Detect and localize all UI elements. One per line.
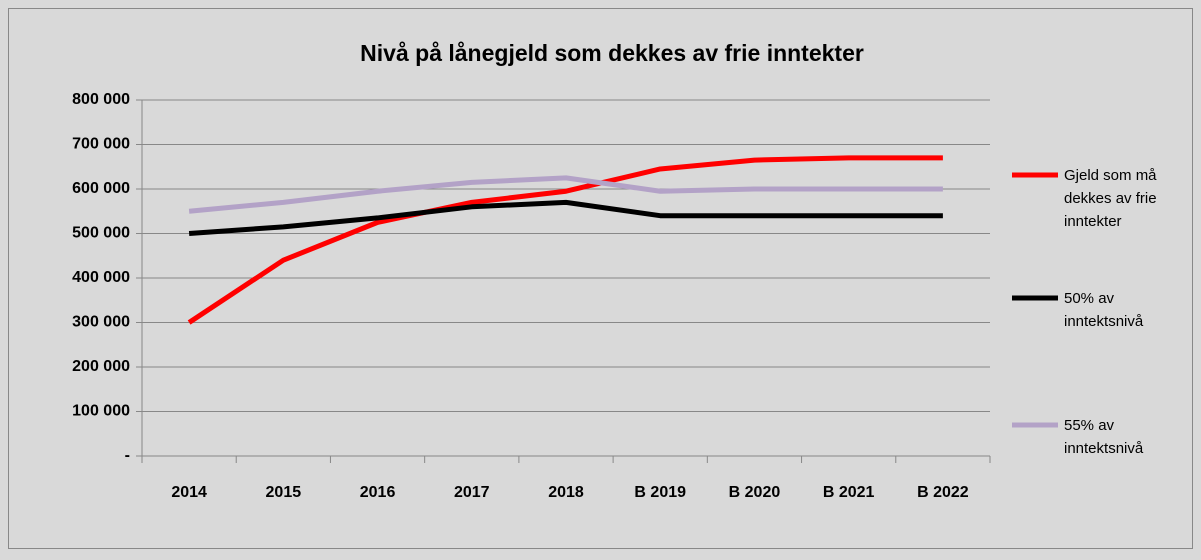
chart-title: Nivå på lånegjeld som dekkes av frie inn… [360, 40, 864, 66]
x-tick-label: 2017 [454, 484, 490, 501]
x-tick-label: B 2021 [823, 484, 875, 501]
y-tick-label: 100 000 [72, 403, 130, 420]
x-tick-label: B 2019 [634, 484, 686, 501]
legend-label: Gjeld som må dekkes av frie inntekter [1064, 167, 1157, 230]
legend-label: 50% av inntektsnivå [1064, 290, 1144, 330]
legend-label: 55% av inntektsnivå [1064, 417, 1144, 457]
series-line [188, 199, 943, 236]
y-tick-label: - [125, 447, 130, 464]
x-tick-label: 2016 [360, 484, 396, 501]
x-tick-label: B 2022 [917, 484, 969, 501]
series-line [188, 175, 943, 214]
y-tick-label: 300 000 [72, 314, 130, 331]
x-tick-label: 2015 [266, 484, 302, 501]
y-tick-label: 800 000 [72, 91, 130, 108]
y-tick-label: 400 000 [72, 269, 130, 286]
x-tick-label: 2014 [171, 484, 207, 501]
y-tick-label: 200 000 [72, 358, 130, 375]
x-tick-label: B 2020 [729, 484, 781, 501]
y-tick-label: 500 000 [72, 225, 130, 242]
y-tick-label: 700 000 [72, 136, 130, 153]
y-tick-label: 600 000 [72, 180, 130, 197]
x-tick-label: 2018 [548, 484, 584, 501]
series-line [187, 155, 943, 325]
